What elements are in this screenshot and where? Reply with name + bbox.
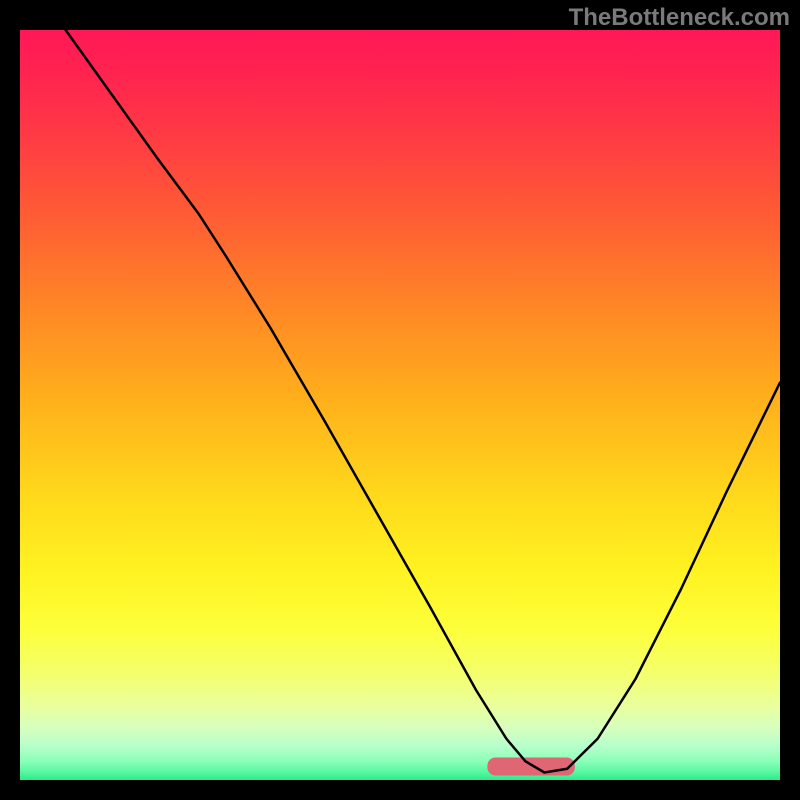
gradient-background <box>20 30 780 780</box>
watermark-text: TheBottleneck.com <box>569 4 790 32</box>
chart-frame: TheBottleneck.com <box>0 0 800 800</box>
plot-area <box>20 30 780 780</box>
plot-svg <box>20 30 780 780</box>
optimum-marker <box>487 758 574 776</box>
